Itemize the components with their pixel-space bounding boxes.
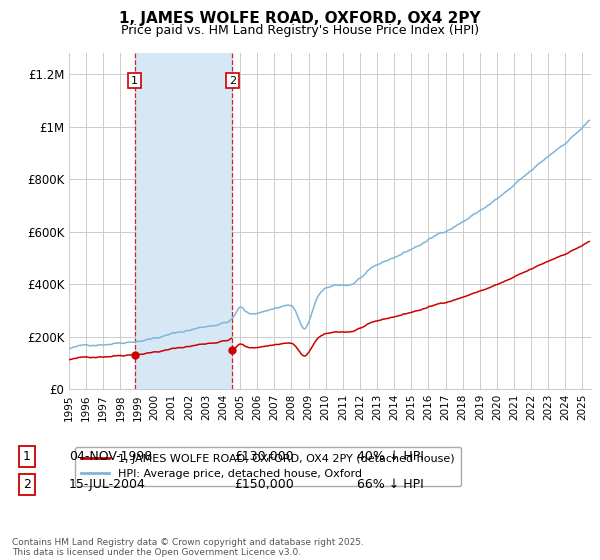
Text: 04-NOV-1998: 04-NOV-1998 bbox=[69, 450, 152, 463]
Text: Contains HM Land Registry data © Crown copyright and database right 2025.
This d: Contains HM Land Registry data © Crown c… bbox=[12, 538, 364, 557]
Bar bbox=[135, 53, 232, 389]
Text: 1: 1 bbox=[131, 76, 138, 86]
Text: 2: 2 bbox=[229, 76, 236, 86]
Text: 15-JUL-2004: 15-JUL-2004 bbox=[69, 478, 146, 491]
Text: 1: 1 bbox=[23, 450, 31, 463]
Text: Price paid vs. HM Land Registry's House Price Index (HPI): Price paid vs. HM Land Registry's House … bbox=[121, 24, 479, 36]
Text: £150,000: £150,000 bbox=[234, 478, 294, 491]
Legend: 1, JAMES WOLFE ROAD, OXFORD, OX4 2PY (detached house), HPI: Average price, detac: 1, JAMES WOLFE ROAD, OXFORD, OX4 2PY (de… bbox=[74, 447, 461, 486]
Text: 2: 2 bbox=[23, 478, 31, 491]
Text: £130,000: £130,000 bbox=[234, 450, 293, 463]
Text: 66% ↓ HPI: 66% ↓ HPI bbox=[357, 478, 424, 491]
Text: 1, JAMES WOLFE ROAD, OXFORD, OX4 2PY: 1, JAMES WOLFE ROAD, OXFORD, OX4 2PY bbox=[119, 11, 481, 26]
Text: 40% ↓ HPI: 40% ↓ HPI bbox=[357, 450, 424, 463]
